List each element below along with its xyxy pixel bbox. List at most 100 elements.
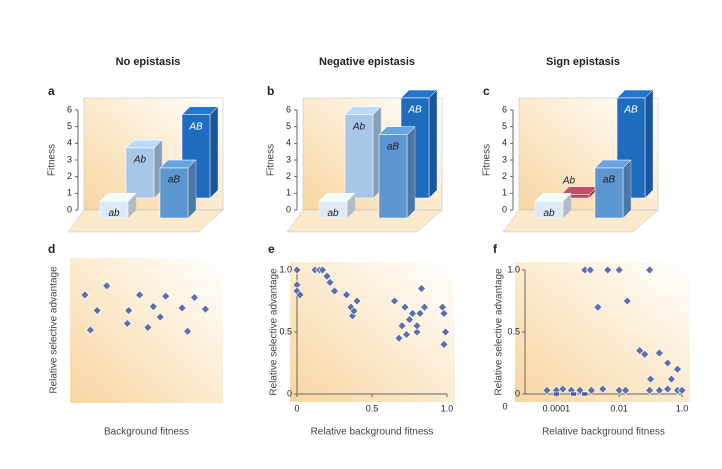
column-title: Sign epistasis — [546, 56, 620, 68]
y-tick-label: 5 — [67, 121, 72, 131]
point — [645, 265, 655, 275]
point — [439, 308, 449, 318]
bar-label: aB — [387, 141, 400, 152]
point — [673, 364, 682, 374]
y-tick-label: 3 — [502, 154, 507, 164]
point — [646, 374, 656, 384]
y-tick-label: 1 — [67, 188, 72, 198]
bar-side — [209, 106, 219, 199]
bar-side — [644, 89, 654, 199]
point — [666, 374, 676, 384]
point — [412, 321, 422, 331]
point — [621, 385, 631, 395]
x-axis-label: Relative background fitness — [311, 427, 434, 438]
point — [677, 385, 687, 395]
plot-background — [70, 258, 223, 403]
y-tick-label: 0 — [67, 204, 72, 214]
bar-side — [406, 126, 416, 219]
bar — [534, 201, 564, 219]
x-tick-label: 0 — [294, 403, 299, 413]
panel-label: e — [268, 242, 275, 256]
y-tick-label: 4 — [286, 138, 291, 148]
panel-label: f — [493, 242, 498, 256]
y-tick-label: 4 — [67, 138, 72, 148]
point — [654, 385, 664, 395]
y-tick-label: 0.5 — [507, 326, 520, 336]
point — [155, 312, 165, 322]
point — [402, 330, 411, 339]
point — [342, 290, 351, 300]
x-tick-label: 0.5 — [366, 403, 379, 413]
y-tick-label: 1 — [502, 188, 507, 198]
point — [412, 327, 422, 337]
bar-label: ab — [543, 208, 555, 219]
panel-label: a — [48, 84, 55, 98]
plot-background — [515, 262, 690, 402]
point — [622, 296, 632, 306]
point — [143, 322, 153, 332]
point — [581, 391, 589, 397]
x-tick-label: 1.0 — [676, 403, 689, 413]
y-axis-label: Fitness — [482, 144, 493, 176]
bar-label: AB — [623, 105, 638, 116]
panel-label: d — [48, 242, 55, 256]
point — [135, 290, 145, 300]
y-axis-label: Fitness — [266, 144, 277, 176]
point — [85, 325, 95, 335]
point — [558, 384, 568, 394]
x-origin-label: 0 — [502, 401, 507, 411]
y-tick-label: 3 — [67, 154, 72, 164]
point — [598, 384, 608, 394]
point — [417, 284, 426, 294]
bar-side — [187, 159, 197, 219]
point — [292, 265, 302, 275]
column-title: No epistasis — [116, 56, 181, 68]
point — [394, 333, 404, 343]
point — [654, 348, 664, 358]
bar — [318, 201, 348, 219]
bar-label: AB — [188, 121, 203, 132]
x-tick-label: 0.01 — [610, 403, 628, 413]
point — [200, 304, 210, 314]
y-tick-label: 4 — [502, 138, 507, 148]
point — [439, 339, 449, 349]
y-tick-label: 2 — [286, 171, 291, 181]
bar — [99, 201, 129, 219]
point — [318, 265, 327, 275]
column-title: Negative epistasis — [319, 56, 415, 68]
point — [400, 302, 410, 312]
point — [190, 293, 199, 302]
bar-label: aB — [168, 175, 181, 186]
point — [325, 277, 335, 287]
point — [352, 296, 362, 306]
y-tick-label: 6 — [286, 104, 291, 114]
y-tick-label: 3 — [286, 154, 291, 164]
panel-label: c — [483, 84, 490, 98]
point — [390, 296, 399, 306]
y-tick-label: 1 — [286, 188, 291, 198]
point — [122, 319, 132, 328]
bar-label: Ab — [562, 175, 576, 186]
point — [415, 308, 425, 318]
y-tick-label: 0.5 — [279, 326, 292, 336]
y-tick-label: 0 — [286, 204, 291, 214]
floor — [502, 209, 659, 233]
y-tick-label: 5 — [286, 121, 291, 131]
x-tick-label: 1.0 — [441, 403, 454, 413]
point — [570, 391, 577, 397]
point — [92, 306, 102, 315]
point — [553, 391, 560, 397]
point — [408, 308, 417, 318]
point — [295, 290, 305, 300]
point — [177, 303, 187, 313]
floor — [67, 209, 224, 233]
point — [349, 306, 359, 316]
y-tick-label: 6 — [502, 104, 507, 114]
point — [441, 327, 450, 337]
y-tick-label: 1.0 — [279, 264, 292, 274]
point — [183, 326, 193, 336]
point — [124, 306, 134, 315]
panel-label: b — [267, 84, 274, 98]
point — [586, 385, 596, 395]
